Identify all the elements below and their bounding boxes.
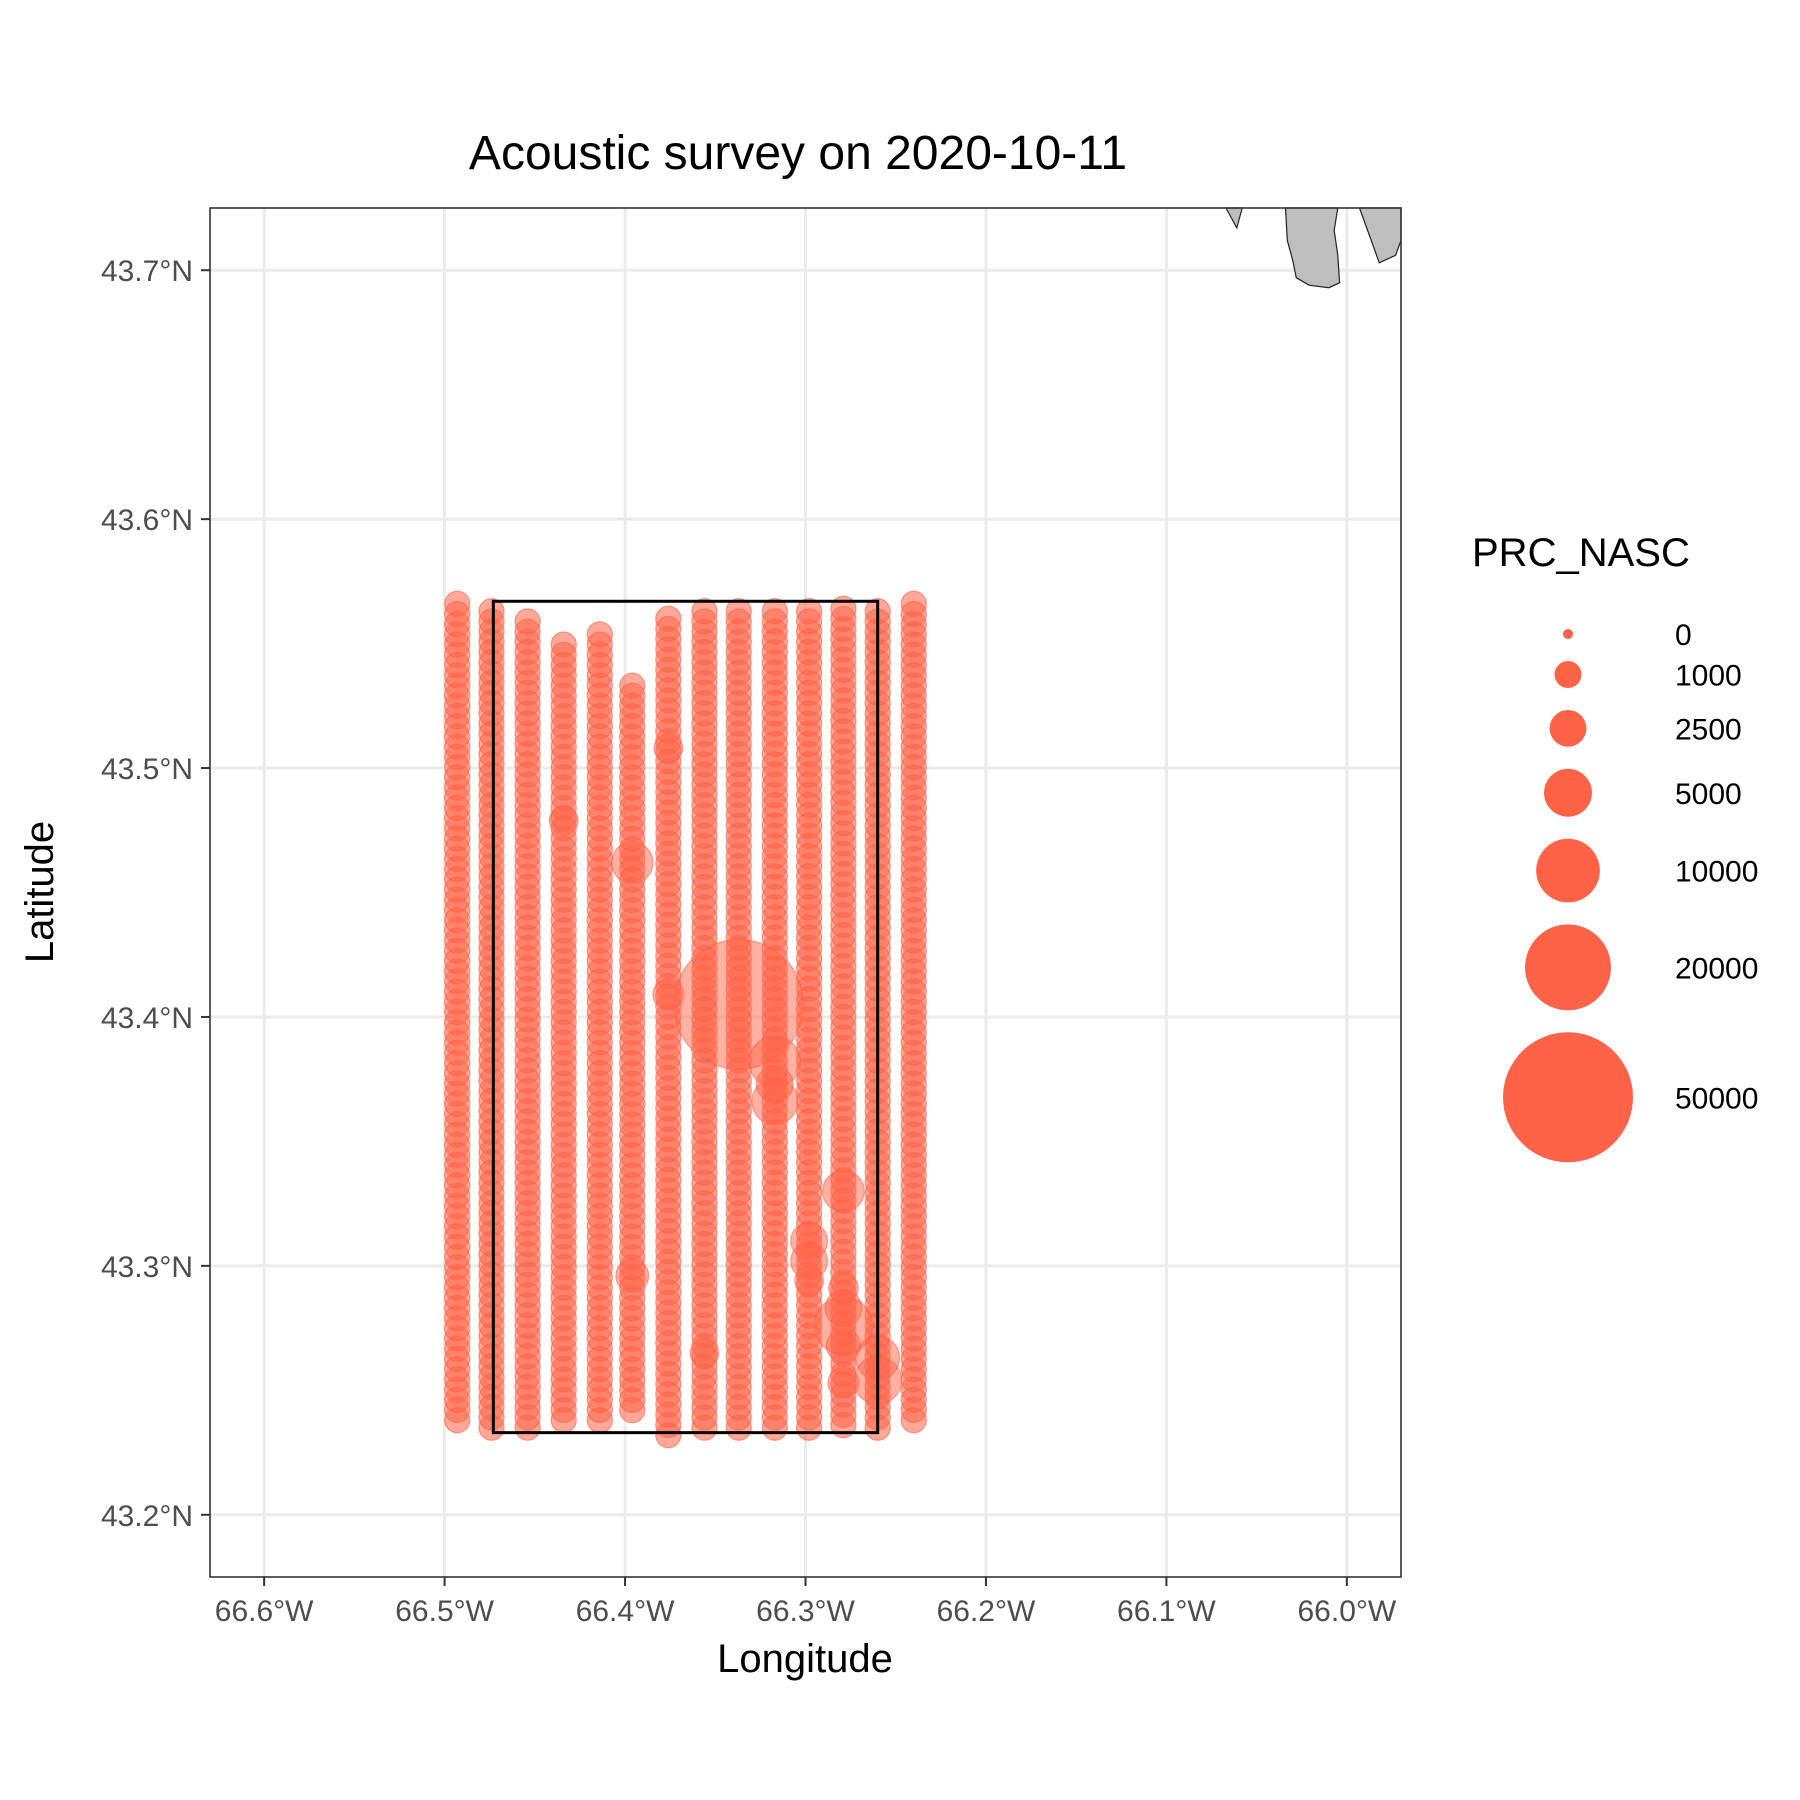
legend-key: [1503, 1032, 1633, 1163]
hotspot-point: [828, 1272, 859, 1304]
y-axis-title: Latitude: [18, 821, 62, 963]
hotspot-point: [548, 805, 579, 836]
hotspot-point: [755, 1065, 794, 1104]
y-tick-label: 43.5°N: [101, 753, 193, 786]
legend-key: [1544, 768, 1592, 817]
legend-title: PRC_NASC: [1472, 531, 1690, 575]
land-polygon: [1284, 207, 1341, 289]
y-tick-label: 43.4°N: [101, 1002, 193, 1035]
legend-label: 1000: [1675, 659, 1742, 692]
survey-area-box: [491, 599, 880, 1435]
y-tick-label: 43.2°N: [101, 1500, 193, 1533]
chart-title: Acoustic survey on 2020-10-11: [469, 127, 1127, 180]
hotspot-point: [827, 1366, 860, 1399]
legend-label: 10000: [1675, 856, 1758, 889]
hotspot-point: [689, 1338, 720, 1368]
legend-key: [1549, 709, 1587, 747]
data-point: [514, 608, 541, 635]
data-point: [761, 598, 789, 625]
legend-label: 2500: [1675, 713, 1742, 746]
hotspot-point: [653, 733, 684, 764]
legend-key: [1563, 629, 1573, 639]
x-tick-label: 66.1°W: [1117, 1595, 1216, 1628]
x-tick-label: 66.3°W: [756, 1595, 855, 1628]
legend-label: 0: [1675, 619, 1692, 652]
x-tick-label: 66.5°W: [395, 1595, 494, 1628]
x-tick-label: 66.6°W: [215, 1595, 314, 1628]
hotspot-point: [615, 1258, 650, 1293]
data-point: [795, 598, 823, 625]
y-tick-label: 43.3°N: [101, 1251, 193, 1284]
legend: PRC_NASC 0 1000 2500 5000 10000 20000 50000: [1472, 531, 1758, 1163]
x-tick-label: 66.0°W: [1298, 1595, 1397, 1628]
legend-label: 20000: [1675, 952, 1758, 985]
legend-key: [1536, 838, 1600, 903]
y-axis: 43.2°N 43.3°N 43.4°N 43.5°N 43.6°N 43.7°N: [101, 255, 210, 1533]
hotspot-point: [652, 978, 685, 1011]
legend-label: 50000: [1675, 1082, 1758, 1115]
x-axis-title: Longitude: [717, 1637, 893, 1681]
hotspot-point: [610, 841, 654, 885]
y-tick-label: 43.6°N: [101, 504, 193, 537]
y-tick-label: 43.7°N: [101, 255, 193, 288]
data-point: [478, 598, 505, 625]
data-point: [550, 631, 577, 658]
data-point: [444, 590, 471, 617]
hotspot-point: [794, 1265, 825, 1296]
data-point: [619, 672, 646, 699]
data-point: [725, 598, 752, 625]
data-point: [691, 598, 718, 625]
legend-key: [1554, 661, 1582, 688]
land-masses: [1224, 207, 1402, 289]
hotspot-point: [821, 1169, 865, 1213]
data-point: [586, 621, 613, 648]
x-tick-label: 66.2°W: [937, 1595, 1036, 1628]
x-axis: 66.6°W 66.5°W 66.4°W 66.3°W 66.2°W 66.1°W 66.0…: [215, 1577, 1397, 1628]
data-point: [900, 590, 927, 617]
x-tick-label: 66.4°W: [576, 1595, 675, 1628]
legend-key: [1525, 924, 1611, 1011]
legend-label: 5000: [1675, 778, 1742, 811]
data-point: [655, 605, 682, 632]
